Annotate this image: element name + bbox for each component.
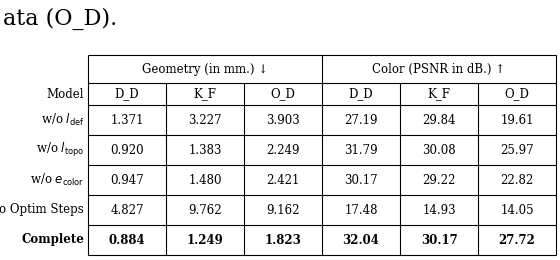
Text: w/o Optim Steps: w/o Optim Steps <box>0 204 84 217</box>
Text: w/o $l_{\mathrm{def}}$: w/o $l_{\mathrm{def}}$ <box>40 112 84 128</box>
Text: 3.227: 3.227 <box>188 114 222 127</box>
Text: D_D: D_D <box>349 88 374 101</box>
Text: Model: Model <box>46 88 84 101</box>
Text: 1.371: 1.371 <box>110 114 144 127</box>
Text: w/o $l_{\mathrm{topo}}$: w/o $l_{\mathrm{topo}}$ <box>36 141 84 159</box>
Text: 29.84: 29.84 <box>422 114 456 127</box>
Text: 32.04: 32.04 <box>343 233 380 246</box>
Text: 31.79: 31.79 <box>344 144 378 157</box>
Text: K_F: K_F <box>194 88 217 101</box>
Text: 27.19: 27.19 <box>344 114 378 127</box>
Text: 30.08: 30.08 <box>422 144 456 157</box>
Text: 1.823: 1.823 <box>264 233 301 246</box>
Text: 0.920: 0.920 <box>110 144 144 157</box>
Text: D_D: D_D <box>115 88 139 101</box>
Text: 2.249: 2.249 <box>266 144 300 157</box>
Text: ata (O_D).: ata (O_D). <box>3 8 117 30</box>
Text: 14.93: 14.93 <box>422 204 456 217</box>
Text: Geometry (in mm.) ↓: Geometry (in mm.) ↓ <box>142 62 268 75</box>
Text: 2.421: 2.421 <box>267 173 300 186</box>
Text: 0.884: 0.884 <box>109 233 145 246</box>
Text: 17.48: 17.48 <box>344 204 378 217</box>
Text: 3.903: 3.903 <box>266 114 300 127</box>
Text: 9.762: 9.762 <box>188 204 222 217</box>
Text: 19.61: 19.61 <box>500 114 534 127</box>
Text: w/o $e_{\mathrm{color}}$: w/o $e_{\mathrm{color}}$ <box>30 172 84 188</box>
Text: O_D: O_D <box>270 88 296 101</box>
Text: 22.82: 22.82 <box>501 173 534 186</box>
Text: 0.947: 0.947 <box>110 173 144 186</box>
Text: 25.97: 25.97 <box>500 144 534 157</box>
Text: 29.22: 29.22 <box>422 173 456 186</box>
Text: O_D: O_D <box>505 88 529 101</box>
Text: 9.162: 9.162 <box>266 204 300 217</box>
Text: 1.383: 1.383 <box>188 144 222 157</box>
Text: Complete: Complete <box>21 233 84 246</box>
Text: 27.72: 27.72 <box>498 233 535 246</box>
Text: 14.05: 14.05 <box>500 204 534 217</box>
Text: 1.249: 1.249 <box>186 233 223 246</box>
Text: 1.480: 1.480 <box>188 173 222 186</box>
Text: 30.17: 30.17 <box>344 173 378 186</box>
Text: 30.17: 30.17 <box>421 233 458 246</box>
Text: 4.827: 4.827 <box>110 204 144 217</box>
Text: Color (PSNR in dB.) ↑: Color (PSNR in dB.) ↑ <box>372 62 506 75</box>
Text: K_F: K_F <box>427 88 450 101</box>
